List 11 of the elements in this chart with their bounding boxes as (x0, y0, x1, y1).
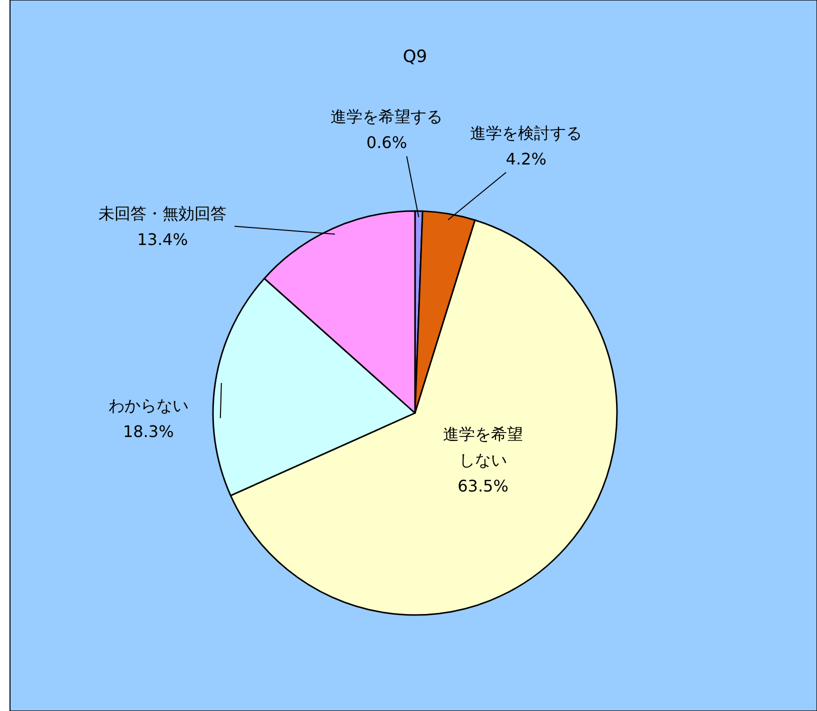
data-label: 13.4% (137, 230, 188, 250)
slice-label: 進学を希望しない (442, 424, 523, 470)
data-label: 0.6% (366, 133, 408, 152)
slice-label: 進学を希望する (330, 107, 443, 126)
legend-label: わからない (108, 396, 188, 416)
data-label: 63.5% (458, 476, 508, 496)
data-label: 18.3% (122, 422, 174, 442)
slice-label: 進学を検討する (470, 123, 582, 142)
data-label: 4.2% (506, 149, 546, 168)
slice-label: 未回答・無効回答 (98, 204, 226, 224)
chart-title: Q9 (402, 47, 428, 67)
